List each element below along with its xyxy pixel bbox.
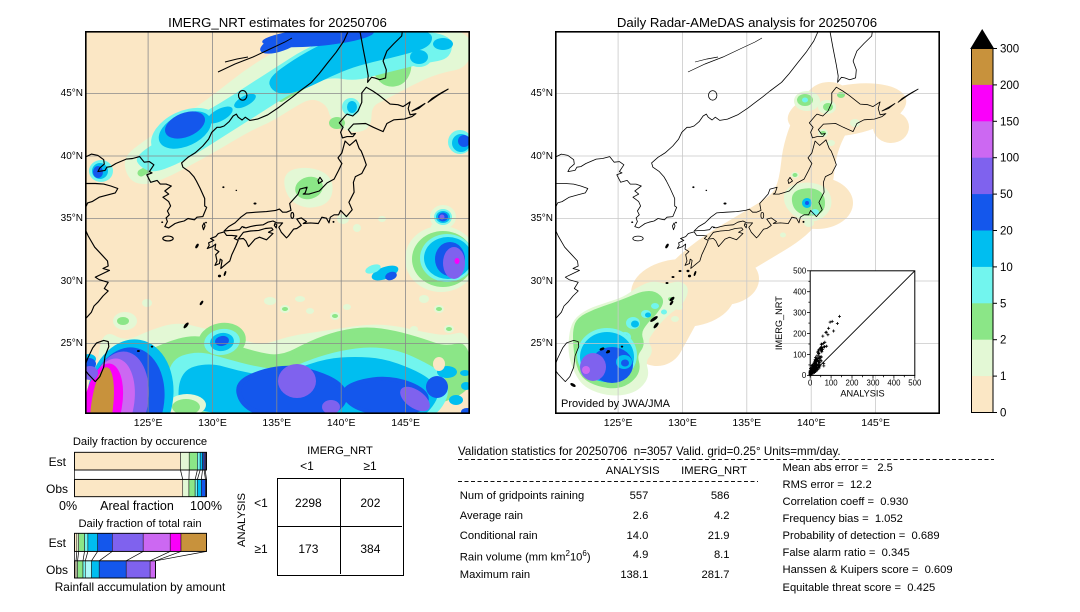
svg-text:300: 300 xyxy=(866,378,880,387)
svg-text:ANALYSIS: ANALYSIS xyxy=(840,388,884,398)
svg-text:2: 2 xyxy=(1000,335,1006,347)
svg-text:300: 300 xyxy=(1000,44,1019,56)
svg-text:10: 10 xyxy=(1000,262,1013,274)
svg-text:0: 0 xyxy=(802,371,807,380)
svg-text:400: 400 xyxy=(887,378,901,387)
svg-text:100: 100 xyxy=(825,378,839,387)
svg-text:200: 200 xyxy=(793,329,807,338)
svg-text:400: 400 xyxy=(793,288,807,297)
svg-text:100: 100 xyxy=(793,350,807,359)
svg-text:50: 50 xyxy=(1000,189,1013,201)
svg-text:Provided by JWA/JMA: Provided by JWA/JMA xyxy=(561,398,671,410)
svg-text:20: 20 xyxy=(1000,226,1013,238)
svg-text:0: 0 xyxy=(1000,408,1006,420)
svg-text:100: 100 xyxy=(1000,153,1019,165)
svg-text:0: 0 xyxy=(808,378,813,387)
svg-text:5: 5 xyxy=(1000,298,1006,310)
svg-text:IMERG_NRT: IMERG_NRT xyxy=(774,296,784,350)
svg-text:200: 200 xyxy=(845,378,859,387)
svg-text:150: 150 xyxy=(1000,116,1019,128)
svg-text:1: 1 xyxy=(1000,371,1006,383)
svg-text:300: 300 xyxy=(793,308,807,317)
svg-text:500: 500 xyxy=(908,378,922,387)
svg-text:200: 200 xyxy=(1000,80,1019,92)
svg-text:500: 500 xyxy=(793,267,807,276)
